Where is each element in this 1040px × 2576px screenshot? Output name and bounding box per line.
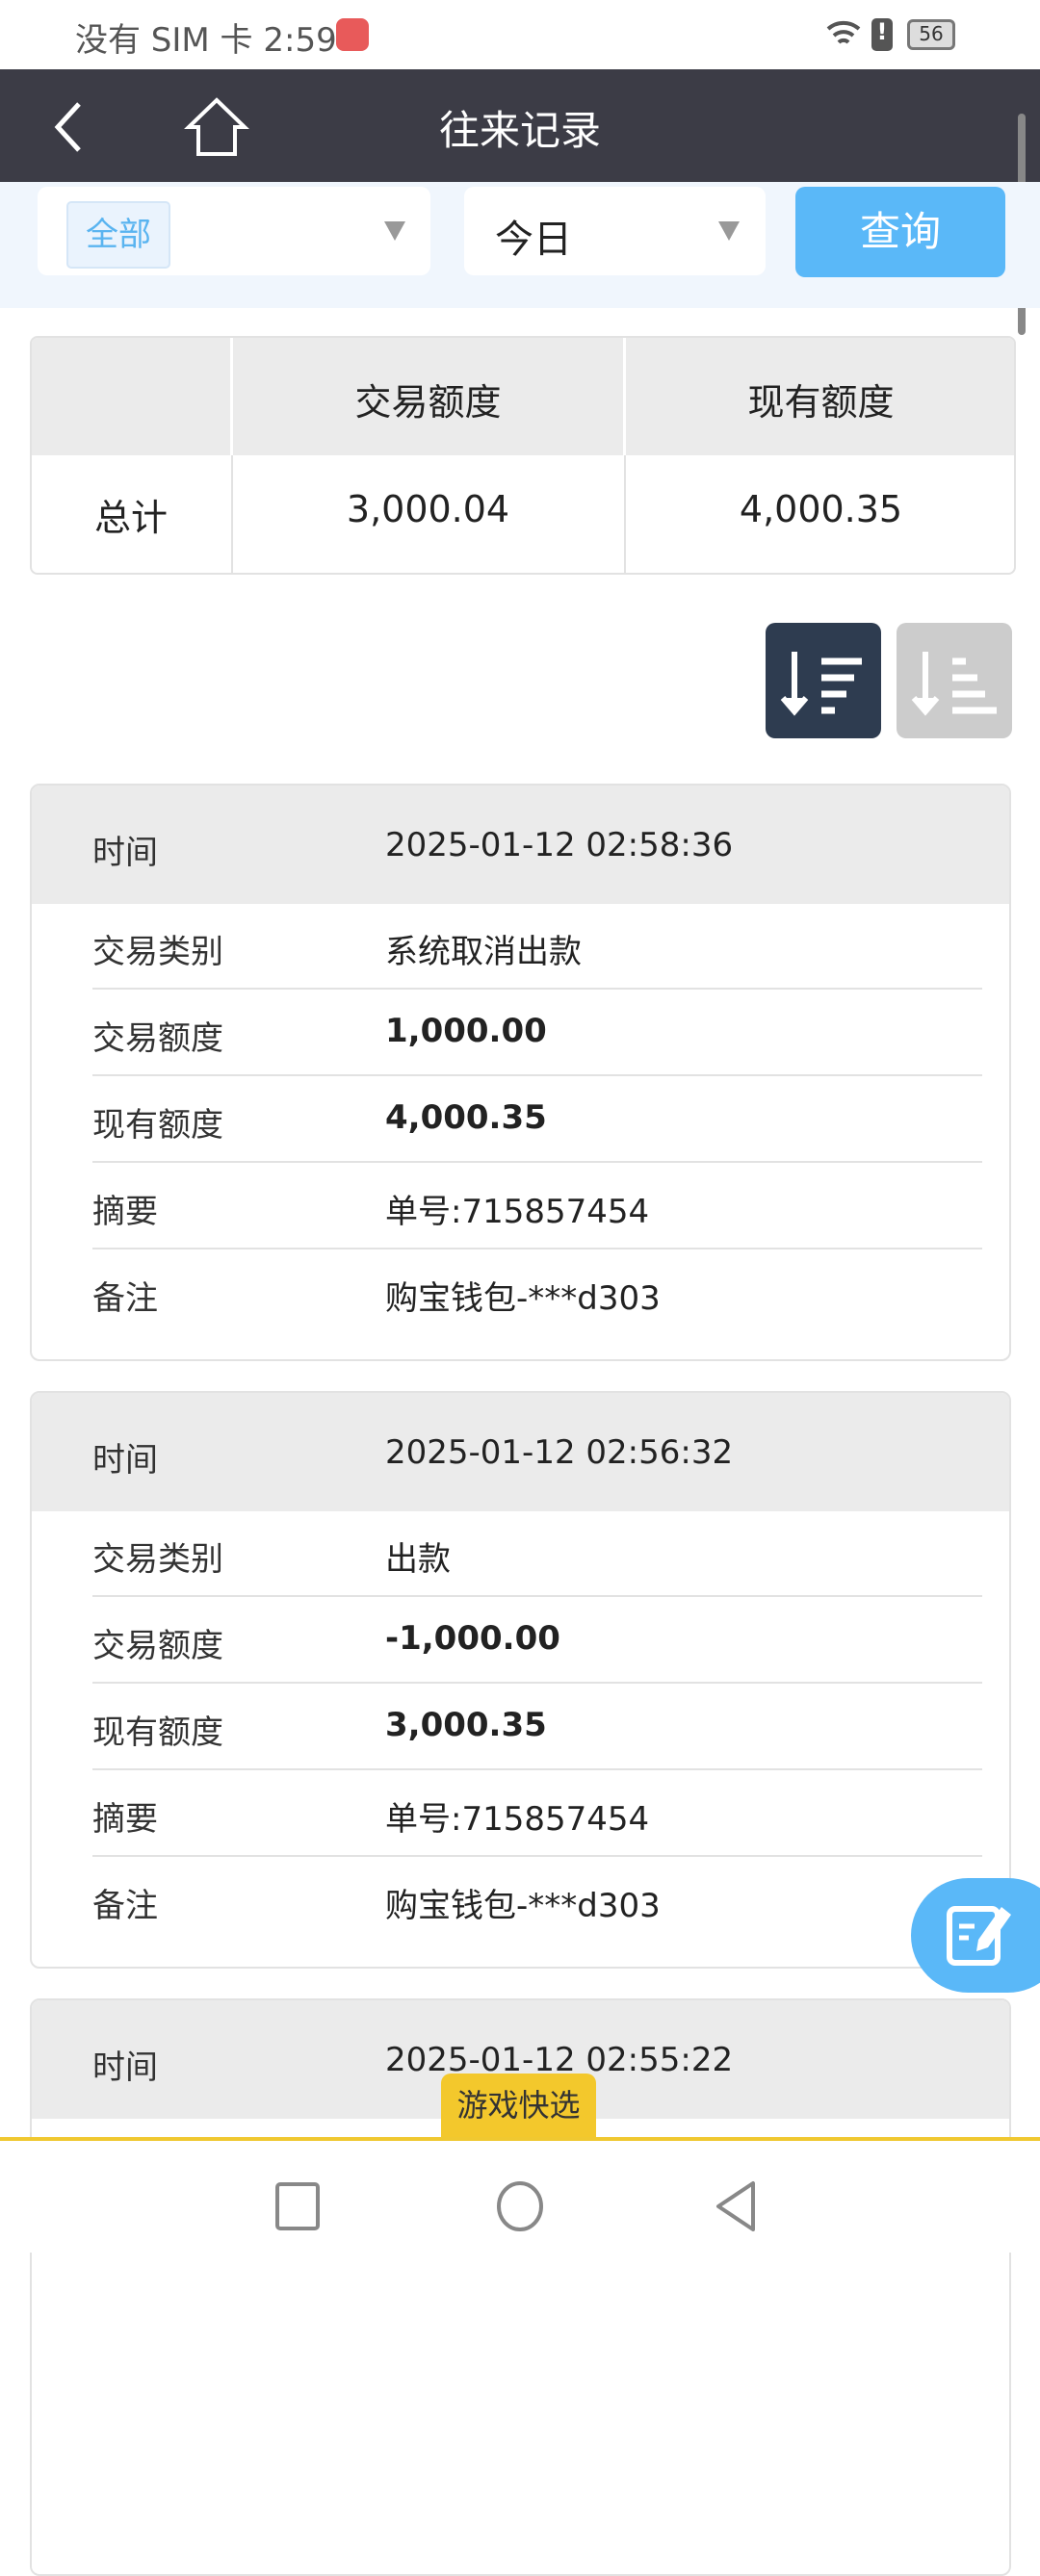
back-icon[interactable] — [48, 98, 87, 156]
summary-table: 交易额度 现有额度 总计 3,000.04 4,000.35 — [30, 336, 1016, 575]
sort-ascending-button[interactable] — [897, 623, 1012, 738]
amount-value: -1,000.00 — [385, 1619, 560, 1658]
summary-label: 摘要 — [92, 1800, 158, 1839]
sort-desc-icon — [780, 652, 862, 716]
remark-value: 购宝钱包-***d303 — [385, 1887, 661, 1925]
edit-note-icon — [947, 1906, 1011, 1966]
dropdown-arrow-icon — [384, 221, 405, 241]
time-label: 时间 — [92, 1441, 158, 1480]
query-button[interactable]: 查询 — [795, 187, 1005, 277]
game-quick-select-tab[interactable]: 游戏快选 — [441, 2074, 596, 2139]
balance-value: 4,000.35 — [385, 1098, 547, 1137]
amount-label: 交易额度 — [92, 1019, 223, 1058]
remark-value: 购宝钱包-***d303 — [385, 1279, 661, 1318]
remark-label: 备注 — [92, 1279, 158, 1318]
home-nav-icon[interactable] — [493, 2179, 547, 2233]
dropdown-arrow-icon — [718, 221, 740, 241]
time-label: 时间 — [92, 834, 158, 872]
system-nav-bar — [0, 2137, 1040, 2253]
alert-icon: ! — [871, 18, 893, 51]
summary-label: 摘要 — [92, 1193, 158, 1231]
type-label: 交易类别 — [92, 933, 223, 971]
sort-asc-icon — [911, 652, 997, 716]
record-card: 时间 2025-01-12 02:58:36 交易类别 系统取消出款 交易额度 … — [30, 784, 1011, 1361]
header-amount: 交易额度 — [354, 381, 502, 424]
category-tag: 全部 — [66, 201, 170, 269]
edit-fab-button[interactable] — [911, 1878, 1040, 1993]
time-value: 2025-01-12 02:55:22 — [385, 2041, 734, 2079]
balance-value: 3,000.35 — [385, 1706, 547, 1744]
balance-label: 现有额度 — [92, 1713, 223, 1752]
home-icon[interactable] — [183, 96, 250, 158]
total-label: 总计 — [93, 497, 168, 539]
amount-label: 交易额度 — [92, 1627, 223, 1665]
back-nav-icon[interactable] — [713, 2179, 761, 2233]
total-amount: 3,000.04 — [346, 488, 510, 530]
balance-label: 现有额度 — [92, 1106, 223, 1145]
top-bar: 往来记录 — [0, 69, 1040, 182]
period-value: 今日 — [495, 218, 572, 262]
status-bar: 没有 SIM 卡 2:59 ! 56 — [0, 0, 1040, 69]
sort-descending-button[interactable] — [766, 623, 881, 738]
type-value: 系统取消出款 — [385, 933, 582, 971]
huawei-app-icon — [336, 18, 369, 51]
summary-header — [32, 338, 1014, 455]
time-value: 2025-01-12 02:58:36 — [385, 826, 734, 864]
type-value: 出款 — [385, 1540, 451, 1579]
total-balance: 4,000.35 — [739, 488, 903, 530]
summary-value: 单号:715857454 — [385, 1193, 650, 1231]
filter-bar: 全部 今日 查询 — [0, 182, 1040, 308]
carrier-time: 没有 SIM 卡 2:59 — [75, 21, 337, 60]
page-title: 往来记录 — [438, 107, 601, 154]
time-value: 2025-01-12 02:56:32 — [385, 1433, 734, 1472]
period-select[interactable]: 今日 — [464, 187, 766, 275]
remark-label: 备注 — [92, 1887, 158, 1925]
header-balance: 现有额度 — [747, 381, 895, 424]
record-card: 时间 2025-01-12 02:56:32 交易类别 出款 交易额度 -1,0… — [30, 1391, 1011, 1969]
battery-icon: 56 — [907, 19, 955, 50]
summary-value: 单号:715857454 — [385, 1800, 650, 1839]
time-label: 时间 — [92, 2048, 158, 2087]
category-select[interactable]: 全部 — [38, 187, 430, 275]
amount-value: 1,000.00 — [385, 1012, 547, 1050]
recents-icon[interactable] — [274, 2181, 321, 2231]
type-label: 交易类别 — [92, 1540, 223, 1579]
wifi-icon — [826, 20, 861, 44]
